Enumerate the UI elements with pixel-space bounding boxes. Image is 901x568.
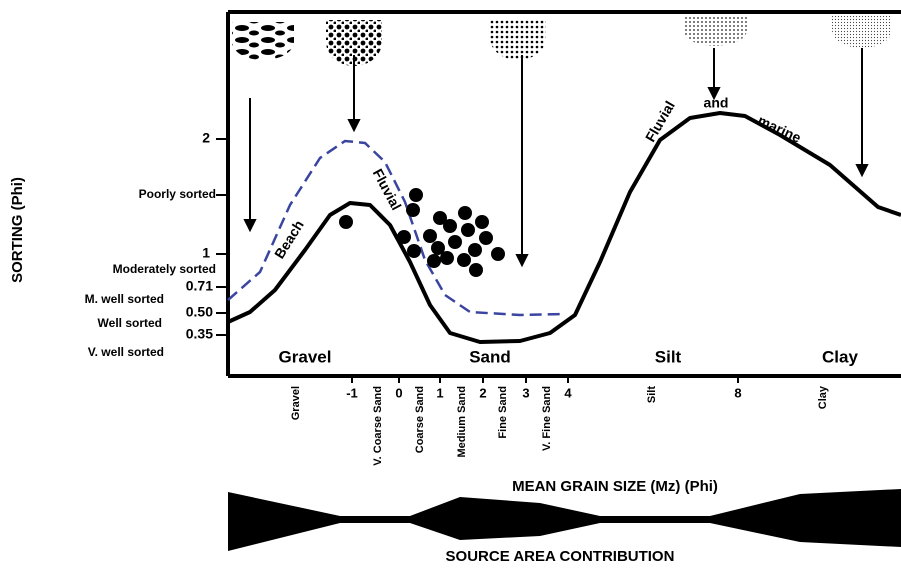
x-label: 8 [734,385,741,400]
y-label: V. well sorted [88,345,164,359]
y-label: 0.71 [186,278,213,294]
x-label: Gravel [290,386,302,420]
x-label: Clay [817,385,829,409]
zone-label: Clay [822,347,858,366]
y-label: 2 [202,130,210,146]
y-ticks [216,138,228,336]
x-label: 2 [479,385,486,400]
x-label: 1 [436,385,443,400]
x-axis-title: MEAN GRAIN SIZE (Mz) (Phi) [512,478,718,495]
curve-label: Fluvial [642,98,678,144]
curve-label: and [704,95,729,111]
zone-label: Sand [469,347,511,366]
x-label: Medium Sand [456,386,468,458]
arrows [243,48,869,268]
x-ticks [351,376,739,383]
y-label: Well sorted [98,316,162,330]
y-label: Moderately sorted [113,262,216,276]
curve-label: marine [755,112,804,146]
sample-dots [339,188,505,277]
x-label: 4 [564,385,572,400]
zone-label: Gravel [279,347,332,366]
x-label: V. Fine Sand [541,386,553,451]
y-label: M. well sorted [85,292,164,306]
x-label: V. Coarse Sand [372,386,384,466]
zone-label: Silt [655,347,682,366]
x-label: 0 [395,385,402,400]
footer-label: SOURCE AREA CONTRIBUTION [446,548,675,565]
fluvial-dashed-curve [227,139,566,317]
y-label: Poorly sorted [139,187,216,201]
source-area-band [228,489,901,551]
x-label: -1 [346,385,358,400]
x-label: Fine Sand [497,386,509,439]
y-label: 1 [202,245,210,261]
y-label: 0.50 [186,304,213,320]
y-label: 0.35 [186,326,213,342]
x-label: 3 [522,385,529,400]
y-axis-title: SORTING (Phi) [9,177,26,283]
grain-icons [232,16,892,66]
sorting-curve [227,111,901,344]
x-label: Silt [646,386,658,403]
x-label: Coarse Sand [414,386,426,453]
